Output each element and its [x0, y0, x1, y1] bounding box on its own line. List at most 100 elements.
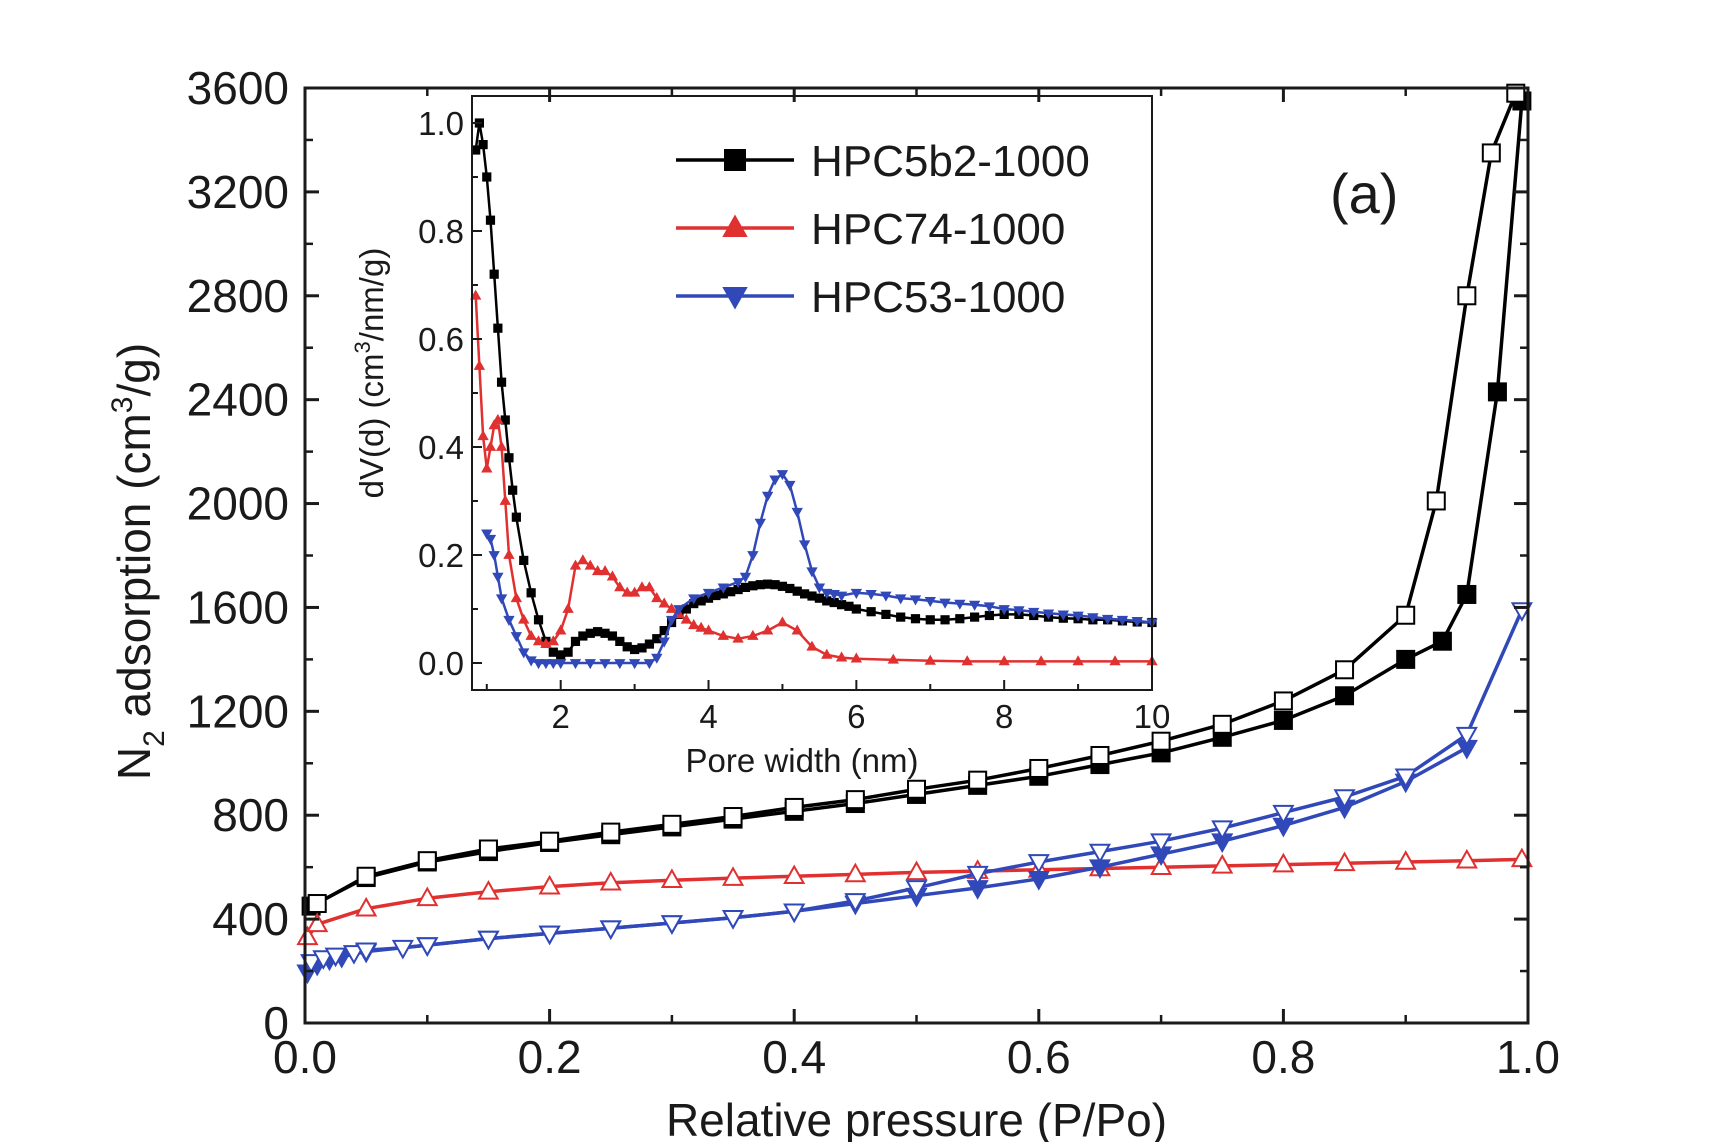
main-data-point — [356, 866, 376, 886]
inset-data-point — [702, 588, 715, 599]
inset-data-point — [496, 377, 507, 387]
inset-data-point — [955, 614, 965, 624]
inset-data-point — [880, 591, 892, 602]
main-data-point — [1455, 848, 1478, 869]
main-data-point — [1151, 731, 1171, 751]
inset-y-tick-label: 0.0 — [418, 645, 464, 682]
inset-data-point — [748, 581, 758, 591]
main-data-point — [1457, 286, 1477, 306]
main-data-point — [538, 925, 561, 946]
main-y-tick-label: 3200 — [187, 166, 289, 218]
inset-data-point — [473, 359, 486, 370]
inset-data-point — [606, 570, 619, 581]
main-series-layer — [296, 83, 1533, 985]
main-data-point — [1457, 584, 1477, 604]
inset-data-point — [495, 440, 508, 451]
main-data-point — [538, 874, 561, 895]
main-x-tick-label: 0.6 — [1007, 1031, 1071, 1083]
main-data-point — [1212, 714, 1232, 734]
inset-data-point — [784, 480, 796, 491]
inset-y-tick-label: 0.6 — [418, 321, 464, 358]
legend-entry: HPC5b2-1000 — [676, 137, 1090, 186]
inset-data-point — [998, 655, 1010, 666]
inset-data-point — [525, 629, 537, 640]
main-plot: 0.0 0.2 0.4 0.6 0.8 1.00400800120016002000240… — [106, 62, 1560, 1142]
inset-data-point — [896, 612, 906, 622]
inset-data-point — [540, 659, 552, 670]
main-data-point — [391, 939, 414, 960]
main-y-tick-label: 2400 — [187, 374, 289, 426]
inset-data-point — [807, 591, 817, 601]
inset-data-point — [477, 430, 489, 441]
main-y-tick-label: 2000 — [187, 478, 289, 530]
inset-data-point — [484, 440, 497, 451]
main-data-point — [355, 942, 378, 963]
inset-data-point — [747, 551, 759, 562]
main-data-point — [1088, 843, 1112, 864]
inset-data-point — [866, 607, 876, 617]
main-data-point — [355, 896, 378, 917]
inset-data-point — [702, 624, 715, 635]
inset-data-point — [577, 554, 589, 565]
main-data-point — [1027, 854, 1050, 874]
inset-data-point — [518, 648, 530, 659]
inset-data-point — [637, 643, 647, 653]
inset-data-point — [836, 600, 847, 610]
main-data-point — [1150, 833, 1173, 854]
inset-data-point — [492, 572, 504, 583]
main-data-point — [307, 894, 327, 914]
main-x-tick-label: 1.0 — [1496, 1031, 1560, 1083]
inset-data-point — [1072, 655, 1084, 666]
inset-data-point — [925, 615, 935, 625]
inset-data-point — [1028, 607, 1040, 618]
inset-data-point — [614, 659, 626, 670]
inset-data-point — [488, 551, 500, 562]
inset-data-point — [532, 659, 545, 670]
inset-data-point — [770, 580, 780, 590]
main-data-point — [905, 880, 928, 900]
main-data-point — [1273, 710, 1293, 730]
main-data-point — [1396, 605, 1416, 625]
main-x-axis-label: Relative pressure (P/Po) — [666, 1094, 1167, 1142]
inset-data-point — [499, 494, 511, 505]
inset-data-point — [1013, 606, 1025, 617]
legend: HPC5b2-1000 HPC74-1000 HPC53-1000 — [676, 137, 1090, 322]
main-data-point — [723, 807, 743, 827]
main-y-axis-label: N2 adsorption (cm3/g) — [106, 343, 171, 780]
inset-data-point — [630, 644, 640, 655]
inset-data-point — [651, 592, 663, 603]
inset-data-point — [518, 613, 530, 624]
inset-data-point — [791, 507, 803, 518]
main-y-label-superscript: 3 — [106, 397, 139, 414]
inset-data-point — [622, 642, 632, 652]
inset-data-point — [555, 659, 567, 670]
inset-data-point — [471, 145, 481, 155]
inset-x-tick-label: 6 — [847, 698, 865, 735]
inset-y-label-part: dV(d) (cm — [353, 353, 390, 498]
legend-label: HPC74-1000 — [811, 205, 1065, 254]
inset-data-point — [478, 140, 488, 150]
inset-data-point — [636, 581, 648, 592]
inset-data-point — [881, 609, 891, 619]
inset-data-point — [909, 595, 922, 606]
main-data-point — [1335, 686, 1355, 706]
inset-data-point — [1109, 655, 1121, 666]
inset-data-point — [785, 583, 795, 594]
inset-data-point — [599, 659, 611, 670]
inset-data-point — [1131, 617, 1143, 628]
main-data-point — [660, 915, 683, 935]
main-data-point — [1272, 852, 1295, 873]
inset-data-point — [615, 636, 625, 646]
inset-data-point — [570, 636, 581, 646]
inset-data-point — [717, 629, 729, 640]
inset-data-point — [776, 616, 789, 627]
inset-data-point — [1072, 611, 1084, 622]
main-data-point — [1487, 382, 1507, 402]
inset-data-point — [511, 512, 521, 522]
panel-label: (a) — [1330, 162, 1398, 225]
inset-data-point — [688, 594, 700, 605]
main-data-point — [660, 868, 683, 888]
inset-plot: 2 4 6 8 10 0.0 0.2 0.4 0.6 0.8 1.0 Pore width (nm)… — [350, 95, 1170, 779]
